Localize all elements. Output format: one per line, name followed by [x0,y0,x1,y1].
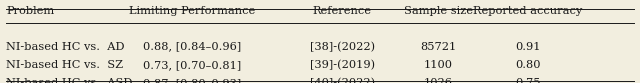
Text: Reported accuracy: Reported accuracy [474,6,582,16]
Text: 0.80: 0.80 [515,60,541,70]
Text: Sample size: Sample size [404,6,473,16]
Text: NI-based HC vs.  AD: NI-based HC vs. AD [6,42,125,51]
Text: [38]-(2022): [38]-(2022) [310,42,375,52]
Text: Limiting Performance: Limiting Performance [129,6,255,16]
Text: 85721: 85721 [420,42,456,51]
Text: 1100: 1100 [424,60,453,70]
Text: Problem: Problem [6,6,54,16]
Text: [40]-(2022): [40]-(2022) [310,78,375,83]
Text: 1026: 1026 [424,78,453,83]
Text: 0.91: 0.91 [515,42,541,51]
Text: NI-based HC vs.  SZ: NI-based HC vs. SZ [6,60,124,70]
Text: 0.73, [0.70–0.81]: 0.73, [0.70–0.81] [143,60,241,70]
Text: [39]-(2019): [39]-(2019) [310,60,375,70]
Text: NI-based HC vs.  ASD: NI-based HC vs. ASD [6,78,132,83]
Text: 0.75: 0.75 [515,78,541,83]
Text: Reference: Reference [313,6,372,16]
Text: 0.88, [0.84–0.96]: 0.88, [0.84–0.96] [143,42,241,51]
Text: 0.87, [0.80–0.93]: 0.87, [0.80–0.93] [143,78,241,83]
